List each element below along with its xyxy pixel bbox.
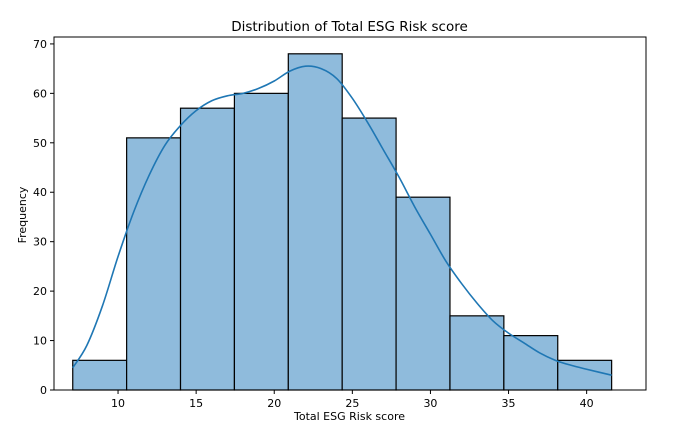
y-tick-label: 0 — [40, 384, 47, 397]
x-tick-label: 25 — [345, 397, 359, 410]
y-tick-label: 50 — [33, 137, 47, 150]
y-tick-label: 40 — [33, 186, 47, 199]
y-axis-label: Frequency — [16, 186, 29, 243]
y-tick-label: 60 — [33, 87, 47, 100]
x-tick-label: 15 — [189, 397, 203, 410]
chart-title: Distribution of Total ESG Risk score — [231, 19, 468, 35]
histogram-bar — [179, 107, 236, 391]
y-tick-label: 20 — [33, 285, 47, 298]
histogram-bar — [557, 359, 613, 391]
histogram-bar — [126, 137, 182, 391]
histogram-bar — [233, 92, 289, 391]
histogram-bar — [341, 117, 397, 391]
x-tick-label: 30 — [423, 397, 437, 410]
histogram-bar — [449, 315, 505, 391]
x-tick-label: 35 — [502, 397, 516, 410]
histogram-bar — [503, 335, 559, 391]
x-tick-label: 40 — [580, 397, 594, 410]
y-tick-label: 70 — [33, 38, 47, 51]
plot-area: 10 15 20 25 30 35 40 0 10 20 30 40 50 60 70 — [33, 36, 647, 410]
kde-line — [72, 65, 612, 376]
histogram-bar — [72, 359, 128, 391]
x-tick-label: 10 — [111, 397, 125, 410]
y-tick-label: 10 — [33, 335, 47, 348]
x-tick-label: 20 — [267, 397, 281, 410]
y-tick-label: 30 — [33, 236, 47, 249]
histogram-bar — [395, 196, 451, 391]
axes-frame — [53, 36, 647, 391]
histogram-bar — [287, 53, 343, 391]
x-axis-label: Total ESG Risk score — [293, 410, 405, 423]
